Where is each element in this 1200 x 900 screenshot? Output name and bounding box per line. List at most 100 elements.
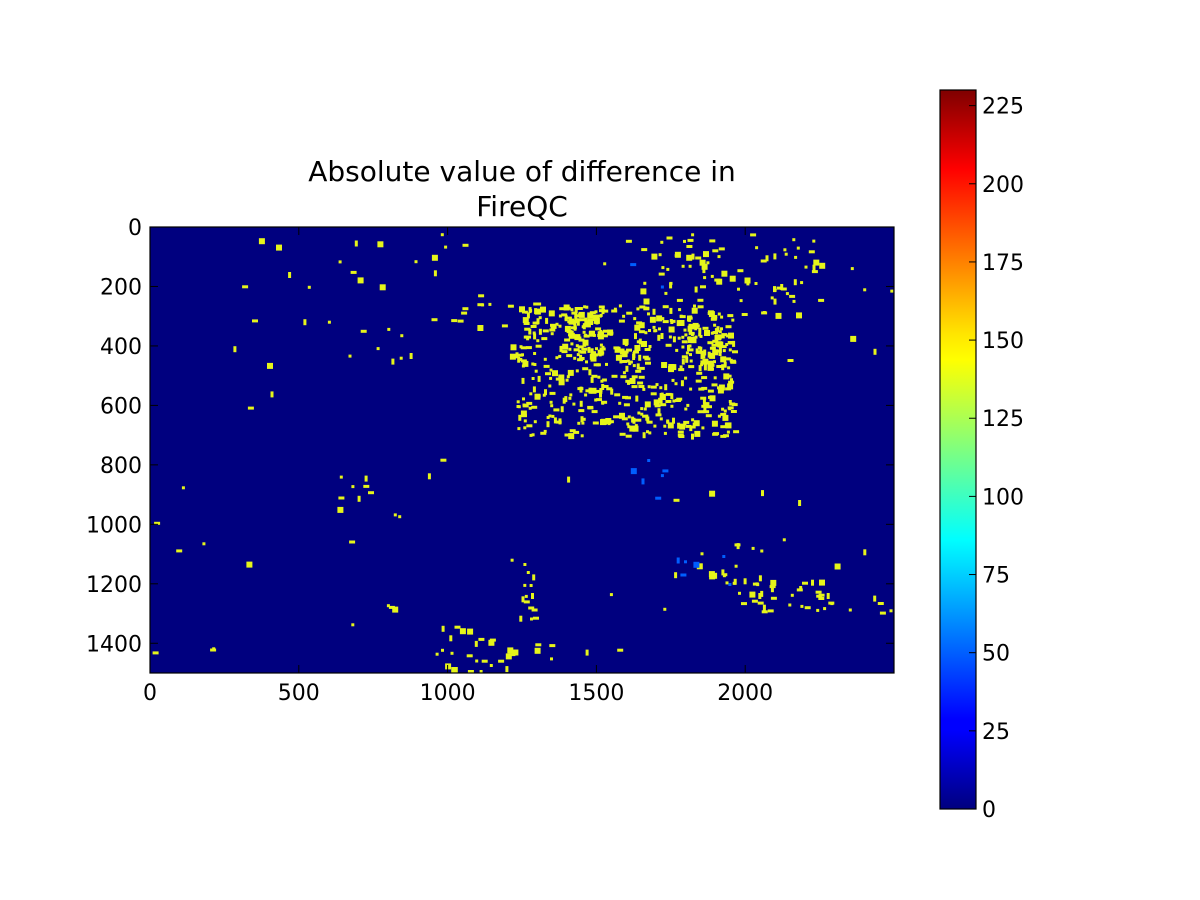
- heatmap-cell: [863, 288, 867, 292]
- heatmap-cell: [543, 429, 547, 433]
- heatmap-cell: [555, 420, 562, 424]
- heatmap-cell: [640, 412, 644, 416]
- heatmap-cell: [534, 308, 541, 315]
- heatmap-cell: [638, 375, 645, 379]
- heatmap-cell: [518, 414, 522, 421]
- heatmap-cell: [700, 360, 704, 364]
- heatmap-cell: [850, 267, 854, 271]
- heatmap-cell: [720, 412, 727, 416]
- x-tick-label: 1500: [568, 681, 624, 706]
- heatmap-cell: [398, 515, 402, 519]
- heatmap-cell: [631, 385, 638, 389]
- heatmap-cell: [573, 324, 577, 331]
- heatmap-cell: [718, 330, 722, 334]
- heatmap-cell: [686, 254, 693, 261]
- heatmap-cell: [642, 387, 646, 391]
- heatmap-cell: [718, 247, 725, 251]
- heatmap-cell: [565, 378, 569, 382]
- heatmap-cell: [579, 354, 583, 361]
- heatmap-cell: [689, 329, 693, 333]
- heatmap-cell: [618, 304, 622, 308]
- heatmap-cell: [688, 264, 692, 268]
- heatmap-cell: [701, 426, 705, 430]
- heatmap-cell: [716, 278, 723, 285]
- heatmap-cell: [877, 602, 884, 605]
- heatmap-cell: [634, 324, 641, 331]
- heatmap-cell: [696, 324, 700, 328]
- heatmap-cell: [523, 583, 527, 587]
- heatmap-cell: [662, 320, 669, 324]
- heatmap-cell: [649, 316, 656, 323]
- heatmap-cell: [603, 262, 607, 266]
- heatmap-cell: [626, 422, 630, 426]
- heatmap-cell: [517, 356, 521, 363]
- heatmap-cell: [601, 418, 607, 425]
- heatmap-cell: [566, 354, 573, 358]
- heatmap-cell: [666, 267, 670, 271]
- heatmap-cell: [676, 557, 680, 564]
- heatmap-cell: [750, 233, 757, 237]
- heatmap-cell: [648, 329, 651, 332]
- heatmap-cell: [765, 255, 769, 262]
- heatmap-cell: [553, 408, 560, 412]
- heatmap-cell: [634, 424, 638, 431]
- heatmap-cell: [691, 307, 698, 314]
- heatmap-cell: [642, 432, 646, 439]
- heatmap-cell: [520, 346, 527, 350]
- heatmap-cell: [553, 417, 557, 424]
- heatmap-cell: [598, 305, 605, 309]
- heatmap-cell: [242, 285, 249, 289]
- heatmap-cell: [626, 359, 630, 363]
- heatmap-cell: [696, 371, 703, 375]
- heatmap-cell: [652, 308, 656, 315]
- heatmap-cell: [644, 401, 651, 408]
- y-tick-label: 1200: [86, 573, 142, 598]
- heatmap-cell: [819, 262, 826, 269]
- heatmap-cell: [590, 376, 594, 383]
- heatmap-cell: [703, 402, 710, 409]
- heatmap-cell: [532, 386, 536, 393]
- heatmap-cell: [641, 341, 647, 347]
- heatmap-cell: [552, 370, 558, 377]
- heatmap-cell: [360, 329, 367, 333]
- heatmap-cell: [457, 319, 464, 323]
- heatmap-cell: [467, 628, 474, 635]
- heatmap-cell: [788, 603, 792, 607]
- heatmap-cell: [688, 344, 692, 348]
- heatmap-cell: [462, 243, 469, 247]
- heatmap-cell: [873, 348, 877, 355]
- heatmap-cell: [694, 286, 698, 293]
- heatmap-cell: [684, 333, 688, 337]
- heatmap-cell: [620, 375, 627, 379]
- heatmap-cell: [796, 312, 802, 319]
- heatmap-cell: [818, 298, 825, 302]
- heatmap-cell: [582, 367, 589, 371]
- heatmap-cell: [626, 348, 632, 352]
- heatmap-cell: [796, 246, 800, 250]
- heatmap-cell: [711, 420, 718, 427]
- heatmap-cell: [548, 310, 555, 317]
- heatmap-cell: [594, 389, 601, 393]
- heatmap-cell: [364, 475, 368, 482]
- heatmap-cell: [582, 417, 586, 421]
- heatmap-cell: [701, 263, 708, 270]
- heatmap-cell: [569, 393, 573, 397]
- heatmap-cell: [721, 569, 725, 576]
- heatmap-cell: [714, 328, 718, 332]
- heatmap-cell: [609, 593, 613, 597]
- heatmap-cell: [338, 260, 342, 264]
- heatmap-cell: [510, 558, 514, 562]
- heatmap-cell: [559, 307, 566, 311]
- heatmap-cell: [574, 318, 581, 322]
- heatmap-cell: [618, 401, 622, 405]
- heatmap-cell: [377, 241, 384, 248]
- heatmap-cell: [597, 375, 601, 379]
- heatmap-cell: [519, 306, 525, 313]
- heatmap-cell: [409, 353, 413, 359]
- heatmap-cell: [631, 416, 635, 423]
- heatmap-cell: [815, 590, 822, 594]
- heatmap-cell: [744, 277, 751, 284]
- heatmap-cell: [666, 420, 670, 424]
- heatmap-cell: [687, 344, 690, 351]
- heatmap-cell: [588, 369, 592, 376]
